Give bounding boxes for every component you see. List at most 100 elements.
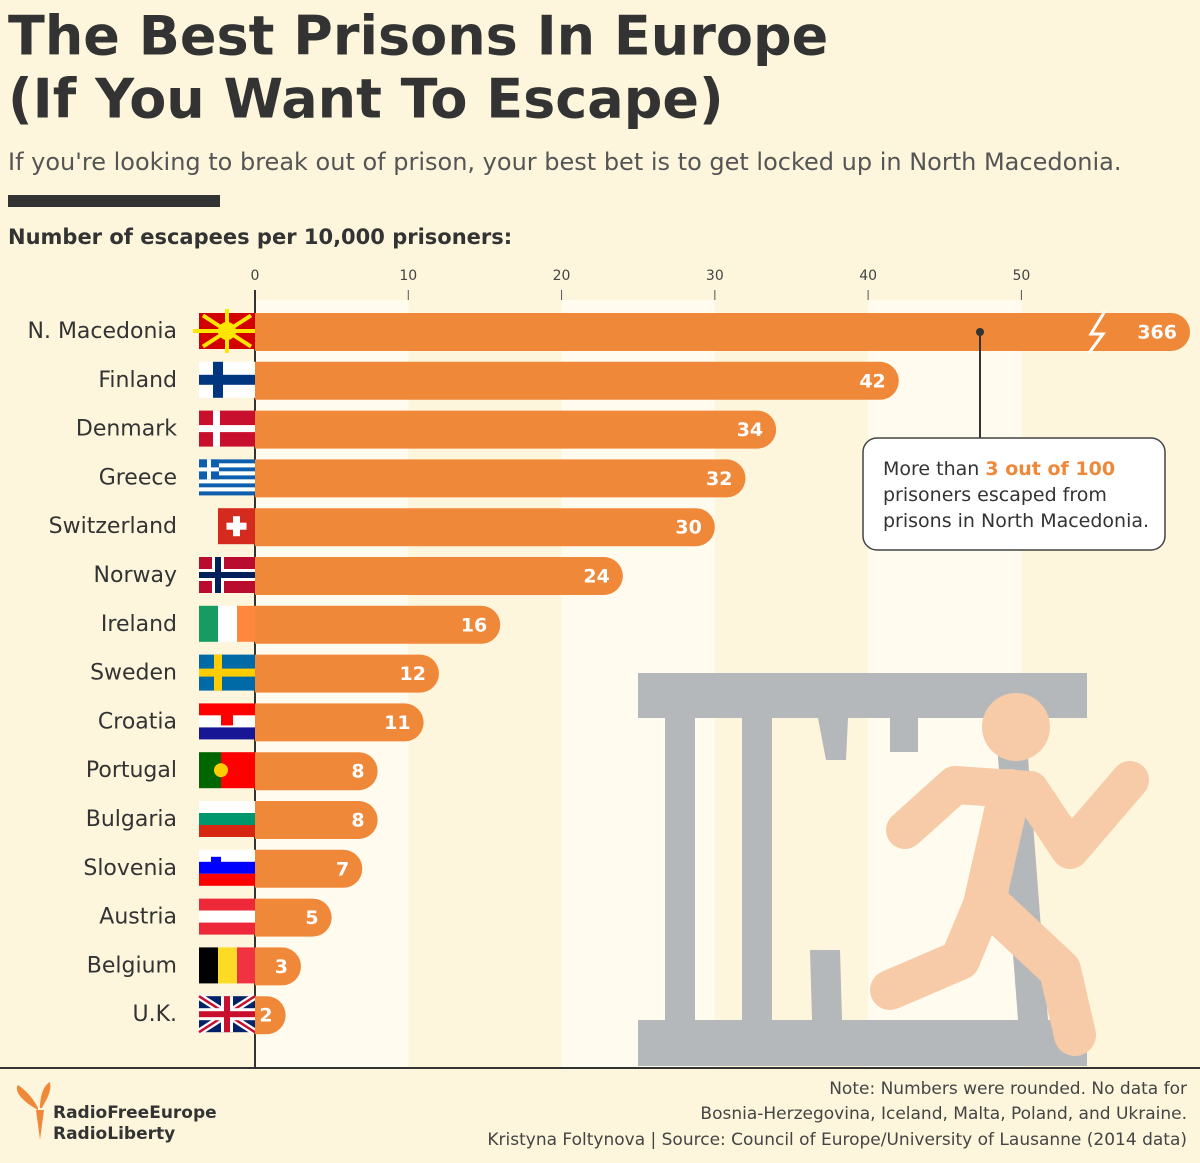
value-label: 7 [336,858,349,880]
y-tick-label: Greece [99,465,177,490]
logo-text: RadioLiberty [53,1124,175,1144]
value-label: 8 [351,761,364,783]
x-tick-label: 0 [251,268,260,284]
plot: 0 10 20 30 40 50 N. Macedonia 366 Finland 42 Denma… [28,268,1190,1068]
flag-part [199,463,255,468]
value-label: 30 [675,517,701,539]
logo-text: RadioFreeEurope [53,1103,217,1123]
logo-icon [16,1082,51,1140]
credit: Kristyna Foltynova | Source: Council of … [487,1130,1187,1150]
bar [255,605,501,644]
value-label: 32 [706,468,732,490]
bar [255,947,301,986]
bar [255,898,332,937]
y-tick-label: Austria [99,905,177,930]
flag-part [201,313,229,333]
bar [255,410,777,449]
divider [8,195,220,207]
title: (If You Want To Escape) [8,68,724,131]
flag [199,947,255,984]
flag-part [237,605,255,642]
flag-part [199,703,255,716]
annotation-box [862,437,1166,551]
flag-part [199,572,255,578]
flag [199,557,255,593]
flag-part [199,813,255,825]
flag [199,703,255,740]
flag [199,654,255,691]
flag-part [199,467,255,472]
flag [218,508,255,545]
y-tick-label: N. Macedonia [28,319,178,344]
flag-part [225,313,253,333]
flag-part [226,522,247,530]
flag-part [199,459,255,464]
annotation-part: 3 out of 100 [985,458,1115,480]
value-label: 2 [259,1005,272,1027]
bar [255,801,378,839]
y-tick-label: Denmark [76,417,177,442]
value-label: 34 [737,419,763,441]
bar [255,557,623,595]
bar [255,752,378,791]
flag-part [199,947,218,984]
flag-part [199,898,255,911]
title: The Best Prisons In Europe [8,5,828,68]
x-tick-label: 30 [706,268,724,284]
axis-title: Number of escapees per 10,000 prisoners: [8,225,512,249]
flag-part [199,483,255,488]
flag [199,849,255,886]
runner-illustration [870,693,1149,1056]
y-tick-label: Bulgaria [86,807,177,832]
value-label: 42 [859,370,885,392]
flag-part [211,856,221,869]
flag-part [199,467,219,472]
flag-part [199,479,255,484]
x-tick-label: 20 [553,268,571,284]
flag [193,309,261,353]
flag-part [199,752,221,789]
annotation-part: prisons in North Macedonia. [883,510,1149,532]
note: Bosnia-Herzegovina, Iceland, Malta, Pola… [700,1104,1187,1124]
logo: RadioFreeEurope RadioLiberty [16,1082,217,1144]
subtitle: If you're looking to break out of prison… [8,148,1121,176]
note: Note: Numbers were rounded. No data for [829,1079,1187,1099]
flag-part [199,873,255,886]
x-tick-label: 40 [859,268,877,284]
flag-part [214,763,228,778]
y-tick-label: Switzerland [49,514,177,539]
value-label: 16 [461,614,487,636]
y-tick-label: Slovenia [83,856,177,881]
y-tick-label: Ireland [101,612,177,637]
flag-part [199,491,255,496]
bar [255,313,1190,351]
flag-part [199,668,255,677]
flag-part [199,801,255,813]
y-tick-label: Portugal [86,758,177,783]
flag-part [237,947,255,984]
annotation-text: prisons in North Macedonia. [883,510,1149,532]
flag-part [199,487,255,492]
flag-part [199,1011,255,1018]
annotation-part: prisoners escaped from [883,484,1107,506]
annotation-text: More than 3 out of 100 [883,458,1115,480]
flag [199,361,255,398]
value-label: 366 [1137,322,1177,344]
flag [199,752,255,789]
flag-part [199,861,255,874]
bar [255,361,899,400]
annotation-part: More than [883,458,985,480]
flag [199,459,255,496]
flag-part [199,605,218,642]
y-tick-label: Sweden [90,661,177,686]
flag-part [199,727,255,740]
bar [255,996,286,1035]
value-label: 11 [384,712,410,734]
flag-part [221,711,233,726]
bar [255,703,424,742]
x-tick-label: 50 [1012,268,1030,284]
flag-part [218,947,237,984]
flag-part [199,475,255,480]
value-label: 5 [305,907,318,929]
